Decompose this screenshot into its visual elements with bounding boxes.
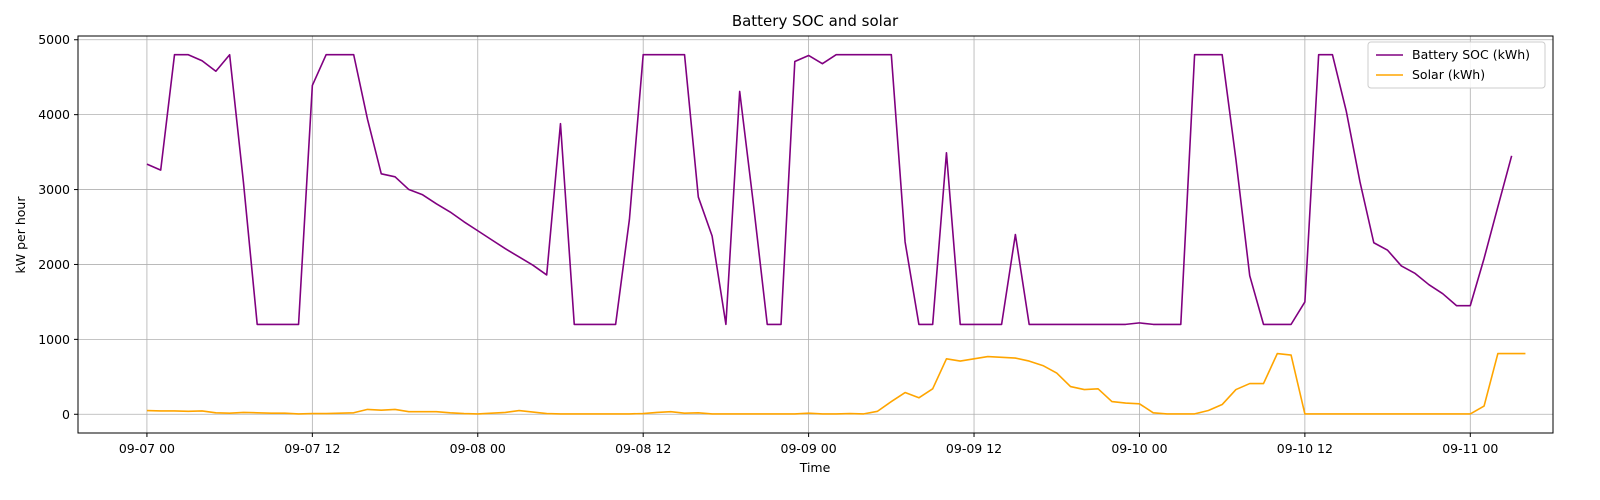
x-tick-label-2: 09-08 00 <box>450 441 506 456</box>
grid-lines <box>78 36 1553 433</box>
y-tick-label-3: 3000 <box>38 182 70 197</box>
y-tick-label-0: 0 <box>62 407 70 422</box>
legend-label-battery: Battery SOC (kWh) <box>1412 47 1530 62</box>
series-line-battery-soc <box>146 53 1513 326</box>
y-axis-label: kW per hour <box>13 196 28 274</box>
x-axis-label: Time <box>799 460 831 475</box>
x-tick-label-0: 09-07 00 <box>119 441 175 456</box>
y-tick-label-1: 1000 <box>38 332 70 347</box>
y-tick-label-5: 5000 <box>38 32 70 47</box>
series-line-solar <box>146 352 1526 415</box>
x-tick-label-8: 09-11 00 <box>1442 441 1498 456</box>
x-tick-label-5: 09-09 12 <box>946 441 1002 456</box>
x-tick-label-4: 09-09 00 <box>781 441 837 456</box>
x-axis-ticks: 09-07 00 09-07 12 09-08 00 09-08 12 09-09 00… <box>119 433 1498 456</box>
x-tick-label-1: 09-07 12 <box>284 441 340 456</box>
legend-label-solar: Solar (kWh) <box>1412 67 1485 82</box>
chart-title: Battery SOC and solar <box>732 12 899 30</box>
legend: Battery SOC (kWh) Solar (kWh) <box>1367 41 1546 89</box>
plot-frame <box>77 35 1554 434</box>
x-tick-label-3: 09-08 12 <box>615 441 671 456</box>
legend-box <box>1367 41 1546 89</box>
series-lines <box>146 53 1526 415</box>
y-tick-label-2: 2000 <box>38 257 70 272</box>
x-tick-label-6: 09-10 00 <box>1111 441 1167 456</box>
y-axis-ticks: 0 1000 2000 3000 4000 5000 <box>38 32 78 422</box>
x-tick-label-7: 09-10 12 <box>1277 441 1333 456</box>
y-tick-label-4: 4000 <box>38 107 70 122</box>
